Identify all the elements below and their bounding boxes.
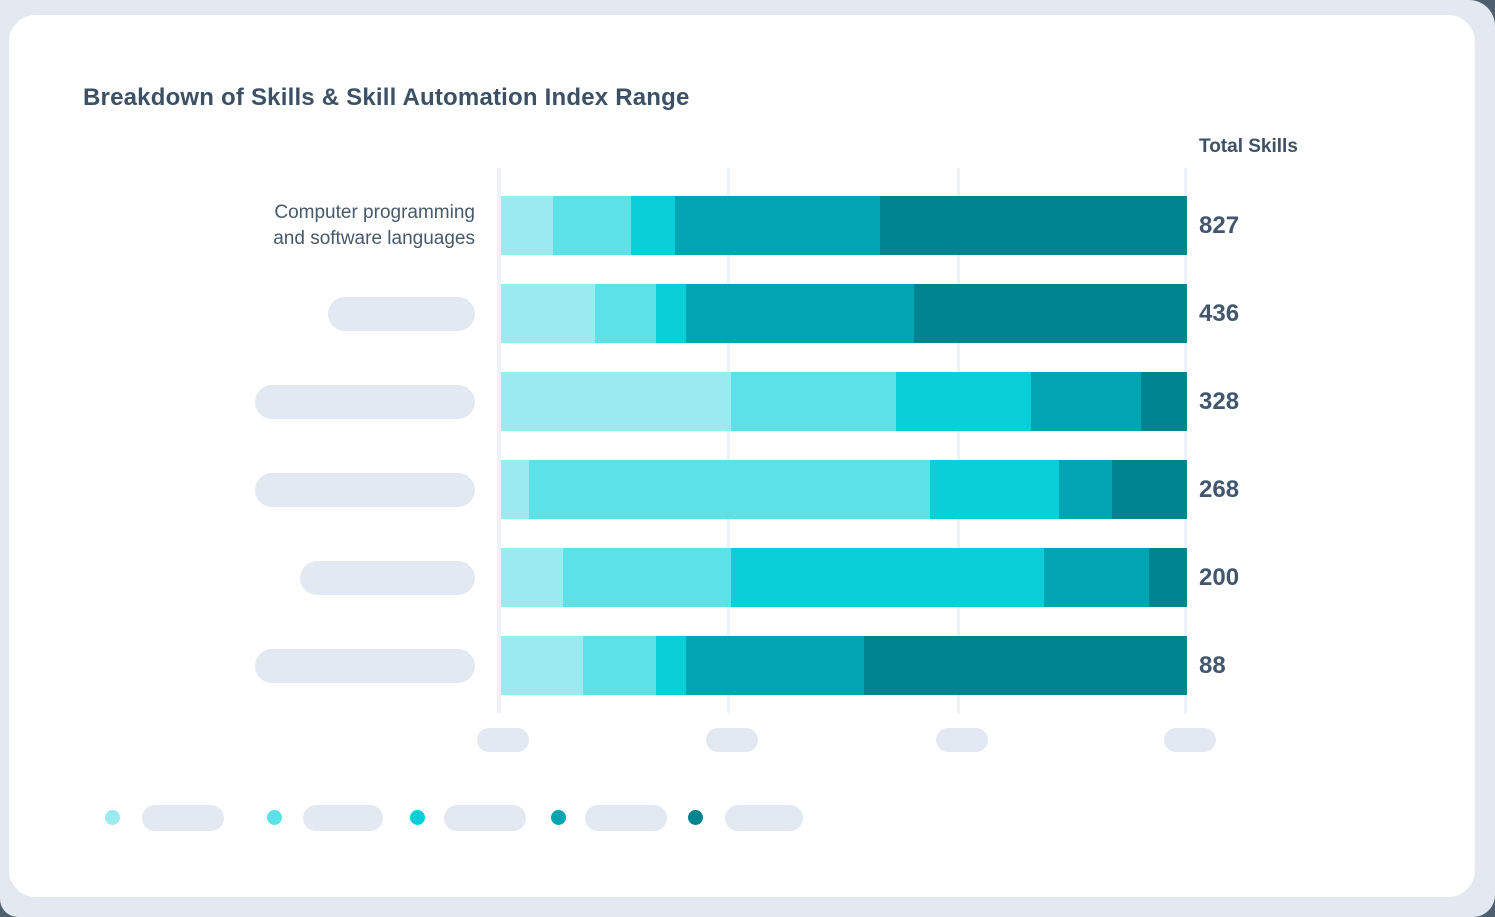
stacked-bar xyxy=(501,284,1187,343)
plot-area xyxy=(477,168,1216,752)
x-tick-label-placeholder xyxy=(936,728,988,752)
x-tick-label-placeholder xyxy=(477,728,529,752)
legend-dot-series-1[interactable] xyxy=(105,810,120,825)
bar-segment-series-3[interactable] xyxy=(896,372,1032,431)
total-skills-value: 436 xyxy=(1199,299,1240,327)
stacked-bar xyxy=(501,636,1187,695)
total-skills-value: 827 xyxy=(1199,211,1240,239)
category-label-placeholder xyxy=(255,384,475,419)
chart-title: Breakdown of Skills & Skill Automation I… xyxy=(83,84,690,111)
category-label-line: Computer programming xyxy=(274,201,475,223)
legend-dot-series-3[interactable] xyxy=(410,810,425,825)
bar-segment-series-5[interactable] xyxy=(880,196,1187,255)
bar-segment-series-4[interactable] xyxy=(1031,372,1141,431)
bar-segment-series-4[interactable] xyxy=(1059,460,1113,519)
bar-segment-series-1[interactable] xyxy=(501,196,554,255)
bar-segment-series-4[interactable] xyxy=(675,196,881,255)
stacked-bar xyxy=(501,548,1187,607)
total-skills-value: 268 xyxy=(1199,475,1240,503)
bar-segment-series-1[interactable] xyxy=(501,548,563,607)
legend-label-placeholder[interactable] xyxy=(142,805,224,831)
category-label-line: and software languages xyxy=(273,227,475,249)
bar-segment-series-4[interactable] xyxy=(1043,548,1149,607)
category-label: Computer programming and software languag… xyxy=(273,196,475,255)
bar-segment-series-5[interactable] xyxy=(1112,460,1187,519)
total-skills-value: 88 xyxy=(1199,651,1226,679)
bar-segment-series-2[interactable] xyxy=(730,372,897,431)
bar-segment-series-4[interactable] xyxy=(686,636,864,695)
legend-dot-series-4[interactable] xyxy=(551,810,566,825)
category-label-placeholder xyxy=(328,296,475,331)
bar-segment-series-2[interactable] xyxy=(562,548,731,607)
stacked-bar xyxy=(501,372,1187,431)
legend-label-placeholder[interactable] xyxy=(444,805,526,831)
stacked-bar xyxy=(501,460,1187,519)
bar-segment-series-3[interactable] xyxy=(930,460,1060,519)
bar-segment-series-3[interactable] xyxy=(656,636,687,695)
legend-dot-series-5[interactable] xyxy=(688,810,703,825)
legend-label-placeholder[interactable] xyxy=(725,805,803,831)
total-skills-value: 200 xyxy=(1199,563,1240,591)
bar-segment-series-2[interactable] xyxy=(594,284,657,343)
bar-segment-series-5[interactable] xyxy=(1141,372,1187,431)
gridline xyxy=(726,168,730,713)
category-label-placeholder xyxy=(255,648,475,683)
legend-dot-series-2[interactable] xyxy=(267,810,282,825)
total-skills-header: Total Skills xyxy=(1199,136,1298,157)
bar-segment-series-4[interactable] xyxy=(686,284,914,343)
bar-segment-series-1[interactable] xyxy=(501,636,584,695)
bar-segment-series-5[interactable] xyxy=(913,284,1187,343)
bar-segment-series-1[interactable] xyxy=(501,460,530,519)
gridline xyxy=(1184,168,1187,713)
bar-segment-series-5[interactable] xyxy=(1148,548,1187,607)
x-tick-label-placeholder xyxy=(1164,728,1216,752)
total-skills-value: 328 xyxy=(1199,387,1240,415)
bar-segment-series-1[interactable] xyxy=(501,284,595,343)
category-label-placeholder xyxy=(300,560,475,595)
bar-segment-series-3[interactable] xyxy=(656,284,687,343)
x-tick-label-placeholder xyxy=(706,728,758,752)
gridline xyxy=(957,168,960,713)
bar-segment-series-5[interactable] xyxy=(863,636,1187,695)
stacked-bar xyxy=(501,196,1187,255)
bar-segment-series-1[interactable] xyxy=(501,372,731,431)
bar-segment-series-2[interactable] xyxy=(583,636,657,695)
bar-segment-series-3[interactable] xyxy=(631,196,676,255)
category-label-placeholder xyxy=(255,472,475,507)
gridline xyxy=(497,168,501,713)
legend-label-placeholder[interactable] xyxy=(585,805,667,831)
bar-segment-series-3[interactable] xyxy=(730,548,1044,607)
legend-label-placeholder[interactable] xyxy=(303,805,383,831)
bar-segment-series-2[interactable] xyxy=(529,460,931,519)
bar-segment-series-2[interactable] xyxy=(553,196,632,255)
